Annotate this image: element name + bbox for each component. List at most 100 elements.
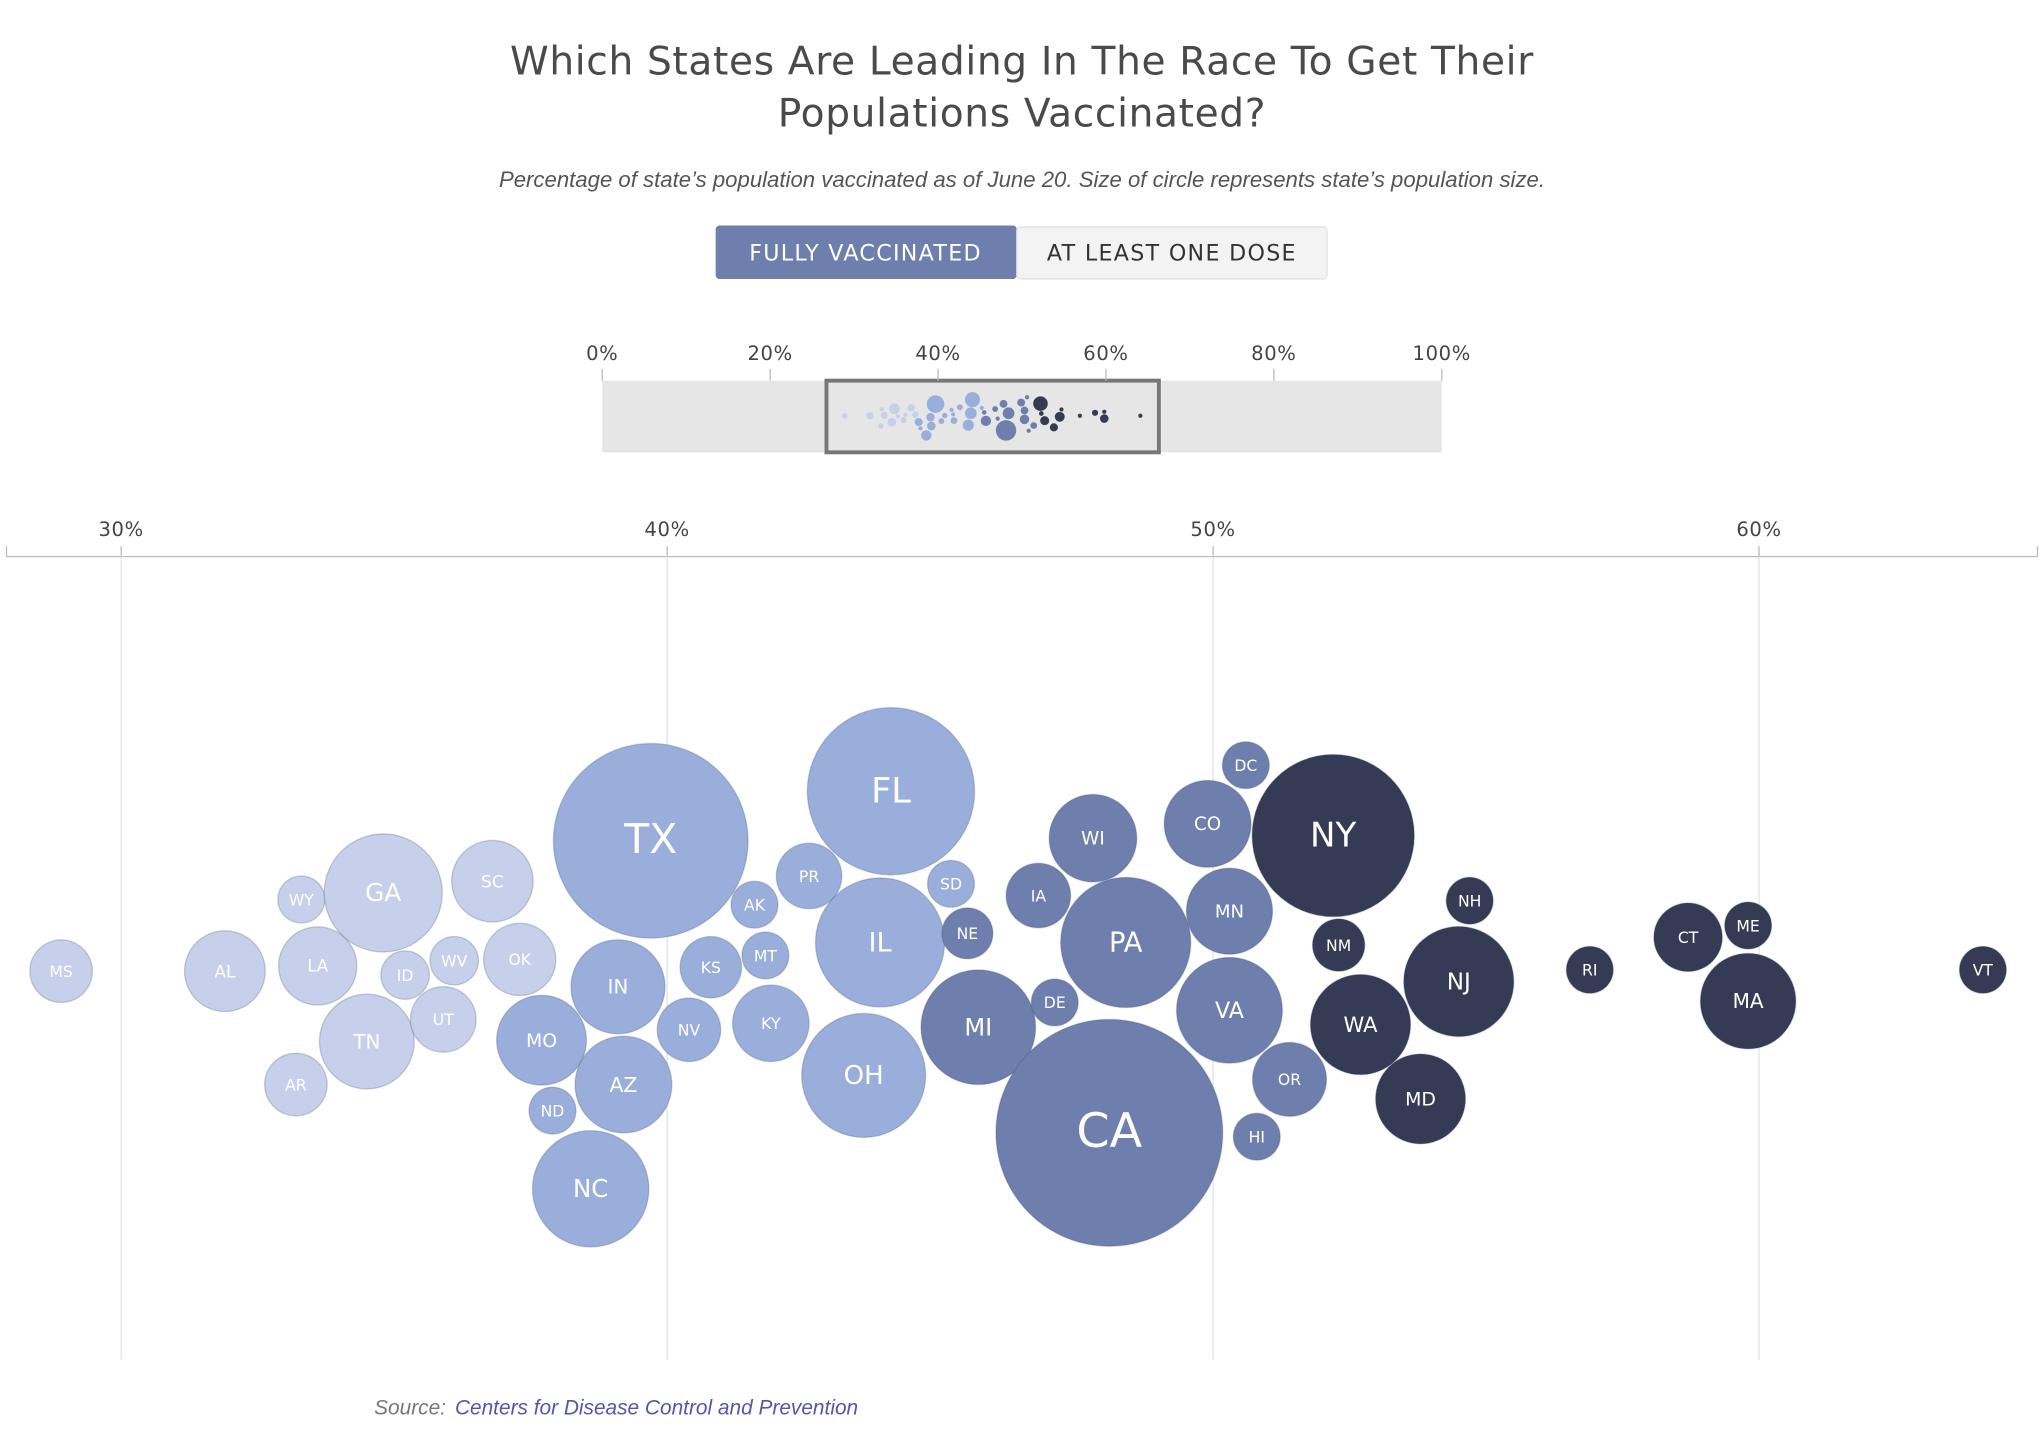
bubble [1311, 918, 1366, 972]
toggle-label[interactable]: AT LEAST ONE DOSE [1047, 241, 1297, 267]
overview-dot [1030, 422, 1038, 429]
bubble-group: NY [1251, 753, 1415, 918]
bubble-group: NM [1311, 918, 1366, 972]
overview-dot [1020, 406, 1029, 415]
overview-dot [979, 405, 984, 411]
bubble [741, 931, 790, 980]
toggle-label[interactable]: FULLY VACCINATED [749, 241, 982, 267]
bubble-group: ID [380, 950, 430, 1000]
bubble [574, 1035, 673, 1134]
bubble-group: RI [1565, 945, 1614, 994]
overview-dot [992, 406, 999, 412]
overview-tick-label: 60% [1083, 342, 1128, 365]
overview-dot [964, 407, 977, 420]
bubble [263, 1052, 328, 1117]
bubble-label: DC [1234, 756, 1257, 775]
bubble-label: TN [352, 1030, 380, 1053]
bubble [1445, 876, 1494, 925]
bubble-group: OK [482, 922, 557, 997]
bubble [801, 1012, 927, 1139]
source-link[interactable]: Centers for Disease Control and Preventi… [455, 1397, 858, 1420]
overview-dot [1017, 398, 1026, 407]
overview-brush[interactable] [824, 378, 1161, 455]
overview-dot [866, 412, 874, 420]
bubble [1251, 753, 1415, 918]
overview-tick-label: 20% [747, 342, 792, 365]
overview-dot [900, 417, 907, 424]
chart-title: Populations Vaccinated? [778, 92, 1266, 137]
bubble [1251, 1041, 1328, 1117]
bubble [1163, 779, 1252, 868]
bubble [1565, 945, 1614, 994]
overview-dot [914, 418, 923, 427]
bubble-group: TN [318, 993, 415, 1090]
bubble-label: WY [289, 890, 314, 909]
bubble [183, 930, 266, 1013]
overview-dot [980, 415, 992, 427]
bubble-label: WA [1343, 1012, 1378, 1037]
bubble-group: DE [1030, 978, 1079, 1027]
x-tick-label: 30% [98, 518, 143, 541]
bubble-group: KY [731, 984, 810, 1063]
x-tick-label: 50% [1190, 518, 1235, 541]
overview-dot [926, 421, 936, 431]
overview-dot [895, 414, 900, 419]
overview-dot [926, 395, 945, 413]
overview-tick-label: 80% [1251, 342, 1296, 365]
bubble-label: IN [608, 976, 629, 999]
bubble [429, 935, 480, 986]
bubble [380, 950, 430, 1000]
overview-dot [981, 410, 987, 415]
bubble-label: MT [754, 946, 777, 965]
bubble-label: WI [1081, 828, 1105, 849]
bubble-group: ME [1724, 901, 1773, 950]
bubble-group: CA [995, 1018, 1224, 1247]
overview-dot [995, 420, 1017, 441]
overview-dot [962, 419, 974, 431]
overview-tick-label: 0% [586, 342, 618, 365]
overview-dot [1059, 407, 1064, 412]
overview-dot [1024, 395, 1030, 400]
bubble-label: WV [441, 952, 467, 971]
bubble-group: CT [1653, 902, 1723, 973]
bubble [1221, 741, 1270, 790]
bubble-group: UT [409, 985, 477, 1053]
overview-dot [887, 417, 897, 427]
overview-dot [1019, 414, 1030, 425]
bubble-label: MA [1733, 989, 1764, 1013]
toggle-inactive[interactable] [1016, 226, 1328, 280]
toggle-active[interactable] [715, 225, 1017, 279]
bubble [528, 1086, 577, 1135]
bubble-label: NH [1458, 892, 1481, 911]
bubble-label: OR [1278, 1070, 1301, 1089]
bubble [1724, 901, 1773, 950]
bubble [495, 994, 588, 1086]
bubble-label: NV [678, 1021, 701, 1040]
bubble [656, 997, 722, 1063]
bubble-group: MA [1699, 952, 1797, 1050]
bubble [775, 842, 843, 910]
bubble-group: MN [1185, 867, 1274, 955]
bubble [1232, 1112, 1281, 1161]
bubble-label: NC [573, 1174, 608, 1203]
bubble-group: CO [1163, 779, 1252, 868]
bubble-label: UT [433, 1010, 454, 1029]
overview-dot [921, 430, 932, 441]
bubble [552, 742, 749, 939]
bubble [1653, 902, 1723, 973]
source-label: Source: [374, 1397, 446, 1420]
bubble-group: IL [814, 877, 946, 1008]
bubble [482, 922, 557, 997]
x-tick-label: 40% [644, 518, 689, 541]
bubble-label: KY [761, 1014, 781, 1033]
bubble-label: MO [526, 1030, 557, 1052]
bubble-group: NH [1445, 876, 1494, 925]
bubble-label: RI [1582, 961, 1597, 980]
bubble [1048, 793, 1138, 883]
overview-tick-label: 100% [1412, 342, 1471, 365]
overview-dot [1102, 409, 1107, 414]
bubble-label: MI [964, 1014, 992, 1042]
bubble-label: IA [1031, 886, 1047, 905]
bubble [1005, 862, 1072, 929]
bubble-group: HI [1232, 1112, 1281, 1161]
